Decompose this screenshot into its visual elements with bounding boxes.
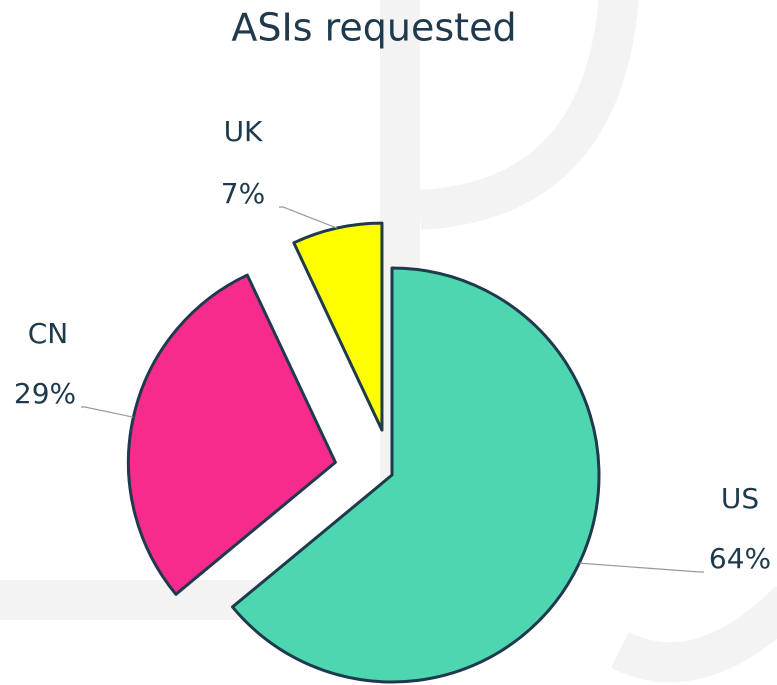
leader-line [579, 562, 704, 573]
leader-line [81, 406, 134, 418]
slice-label: US [721, 482, 759, 515]
watermark-shape [611, 585, 777, 683]
watermark-shape [418, 0, 639, 230]
value-label: 64% [709, 542, 771, 575]
value-label: 29% [14, 377, 76, 410]
pie-slice [126, 273, 337, 596]
leader-line [279, 206, 338, 229]
chart-title: ASIs requested [231, 6, 516, 50]
value-label: 7% [221, 177, 265, 210]
slice-label: CN [28, 317, 69, 350]
slice-label: UK [224, 115, 263, 148]
